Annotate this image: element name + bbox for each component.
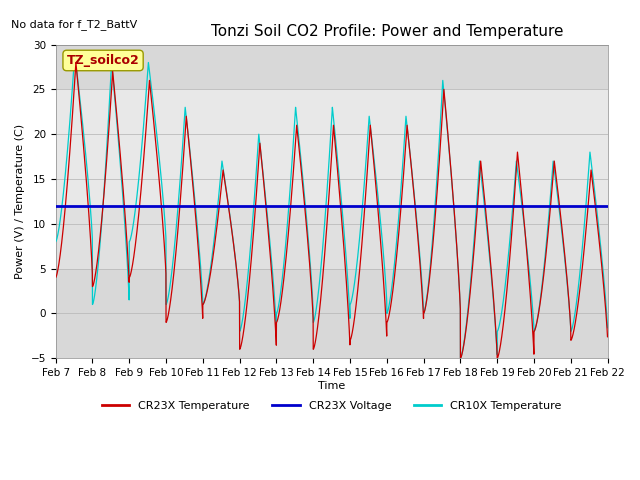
Text: TZ_soilco2: TZ_soilco2 bbox=[67, 54, 140, 67]
Text: No data for f_T2_BattV: No data for f_T2_BattV bbox=[12, 20, 138, 30]
X-axis label: Time: Time bbox=[318, 381, 345, 391]
Legend: CR23X Temperature, CR23X Voltage, CR10X Temperature: CR23X Temperature, CR23X Voltage, CR10X … bbox=[97, 396, 566, 415]
Bar bbox=[56, 89, 607, 206]
Title: Tonzi Soil CO2 Profile: Power and Temperature: Tonzi Soil CO2 Profile: Power and Temper… bbox=[211, 24, 563, 39]
Y-axis label: Power (V) / Temperature (C): Power (V) / Temperature (C) bbox=[15, 124, 25, 279]
Bar bbox=[56, 206, 607, 269]
